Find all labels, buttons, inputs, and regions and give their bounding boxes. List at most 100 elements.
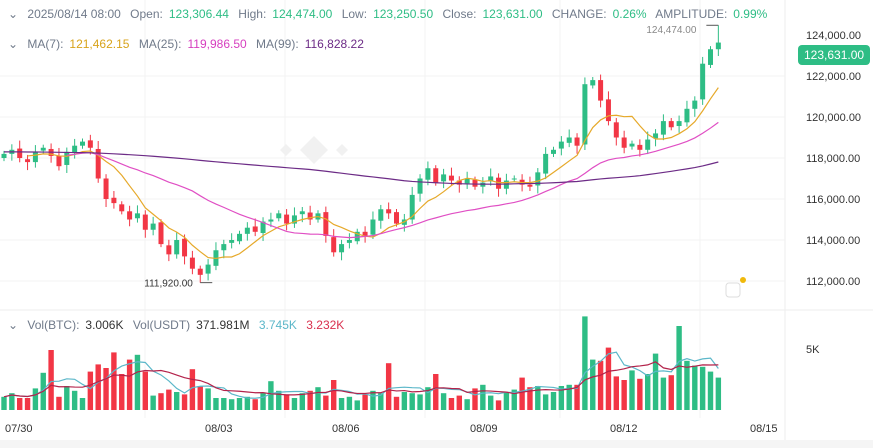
candle-body	[32, 151, 38, 163]
candle-body	[425, 168, 431, 180]
candle-body	[1, 153, 7, 158]
volume-bar	[409, 393, 415, 410]
price-tick-label: 118,000.00	[806, 153, 860, 165]
candle-body	[197, 268, 203, 275]
candle-body	[221, 244, 227, 251]
candle-body	[142, 214, 148, 230]
notification-dot	[740, 277, 746, 283]
volume-bar	[87, 371, 94, 410]
current-price-tag: 123,631.00	[798, 45, 871, 65]
candle-body	[111, 197, 117, 204]
candle-body	[25, 159, 31, 163]
volume-bar	[558, 386, 565, 410]
candle-body	[496, 177, 502, 189]
volume-bar	[213, 398, 219, 410]
volume-bar	[574, 384, 580, 410]
change-label: CHANGE:	[551, 7, 607, 21]
collapse-chevron-icon[interactable]: ⌄	[8, 7, 19, 21]
volume-bar	[338, 398, 345, 410]
volume-bar	[385, 363, 392, 410]
candle-body	[645, 139, 651, 150]
candle-body	[456, 180, 462, 185]
collapse-chevron-icon[interactable]: ⌄	[8, 318, 19, 332]
date-tick-label: 08/15	[750, 423, 778, 435]
price-tick-label: 116,000.00	[806, 194, 860, 206]
candle-body	[174, 240, 180, 255]
volume-bar	[126, 359, 133, 410]
candle-body	[182, 238, 188, 257]
candle-body	[394, 212, 399, 224]
volume-bar	[9, 393, 15, 410]
candle-body	[127, 211, 133, 220]
ma7-label: MA(7):	[27, 37, 64, 51]
price-tick-label: 124,000.00	[806, 30, 861, 42]
volume-bar	[150, 395, 156, 410]
volume-bar	[205, 388, 211, 410]
volume-bar	[236, 398, 243, 410]
candle-body	[268, 219, 274, 222]
date-tick-label: 08/09	[470, 423, 498, 435]
volume-bar	[417, 394, 423, 410]
candle-body	[323, 212, 329, 236]
volume-bar	[495, 400, 502, 410]
candle-body	[700, 63, 706, 100]
open-value: 123,306.44	[168, 7, 229, 21]
low-label: Low:	[341, 7, 368, 21]
candle-body	[448, 175, 454, 181]
volume-bar	[613, 376, 619, 410]
volume-bar	[64, 386, 70, 410]
candle-body	[40, 147, 46, 151]
candle-body	[80, 141, 85, 146]
candle-datetime: 2025/08/14 08:00	[27, 7, 121, 21]
ma25-value: 119,986.50	[187, 37, 247, 51]
candle-body	[229, 240, 235, 243]
vol-ma1-line	[3, 351, 719, 399]
ma-legend: ⌄ MA(7): 121,462.15 MA(25): 119,986.50 MA(…	[8, 37, 370, 51]
candle-body	[87, 140, 93, 148]
ma25-line	[66, 121, 719, 239]
volume-bar	[354, 400, 360, 410]
volume-bar	[464, 399, 470, 410]
volume-bar	[393, 396, 400, 410]
candle-body	[684, 108, 690, 123]
amplitude-value: 0.99%	[733, 7, 768, 21]
candle-body	[433, 168, 439, 183]
candle-body	[566, 137, 572, 143]
candle-body	[244, 227, 250, 234]
ma25-label: MA(25):	[138, 37, 182, 51]
price-tick-label: 112,000.00	[806, 276, 860, 288]
volume-bar	[252, 399, 258, 410]
candle-body	[189, 257, 195, 269]
volume-bar	[323, 395, 329, 410]
candle-body	[331, 237, 337, 253]
volume-bar	[244, 396, 251, 410]
date-tick-label: 07/30	[5, 423, 33, 435]
volume-bar	[17, 398, 23, 410]
volume-bar	[676, 326, 682, 410]
candle-body	[660, 121, 666, 135]
candle-body	[362, 231, 368, 236]
volume-bar	[307, 390, 313, 410]
candle-body	[276, 213, 282, 219]
candle-body	[511, 178, 517, 180]
binance-logo-watermark	[280, 136, 348, 164]
candle-body	[339, 244, 345, 253]
collapse-chevron-icon[interactable]: ⌄	[8, 37, 19, 51]
candle-body	[166, 245, 172, 255]
volume-bar	[346, 396, 353, 410]
volume-bar	[370, 390, 376, 410]
volume-bar	[433, 374, 439, 410]
candle-body	[158, 222, 164, 245]
volume-bar	[268, 381, 274, 410]
candle-body	[119, 204, 125, 212]
vol-btc-value: 3.006K	[85, 318, 124, 332]
volume-bar	[519, 377, 525, 410]
volume-bar	[699, 366, 706, 410]
volume-bar	[197, 386, 203, 410]
candle-body	[676, 121, 682, 127]
volume-bar	[134, 354, 141, 410]
candle-body	[692, 100, 698, 109]
candle-body	[637, 144, 643, 150]
candle-body	[488, 176, 494, 182]
